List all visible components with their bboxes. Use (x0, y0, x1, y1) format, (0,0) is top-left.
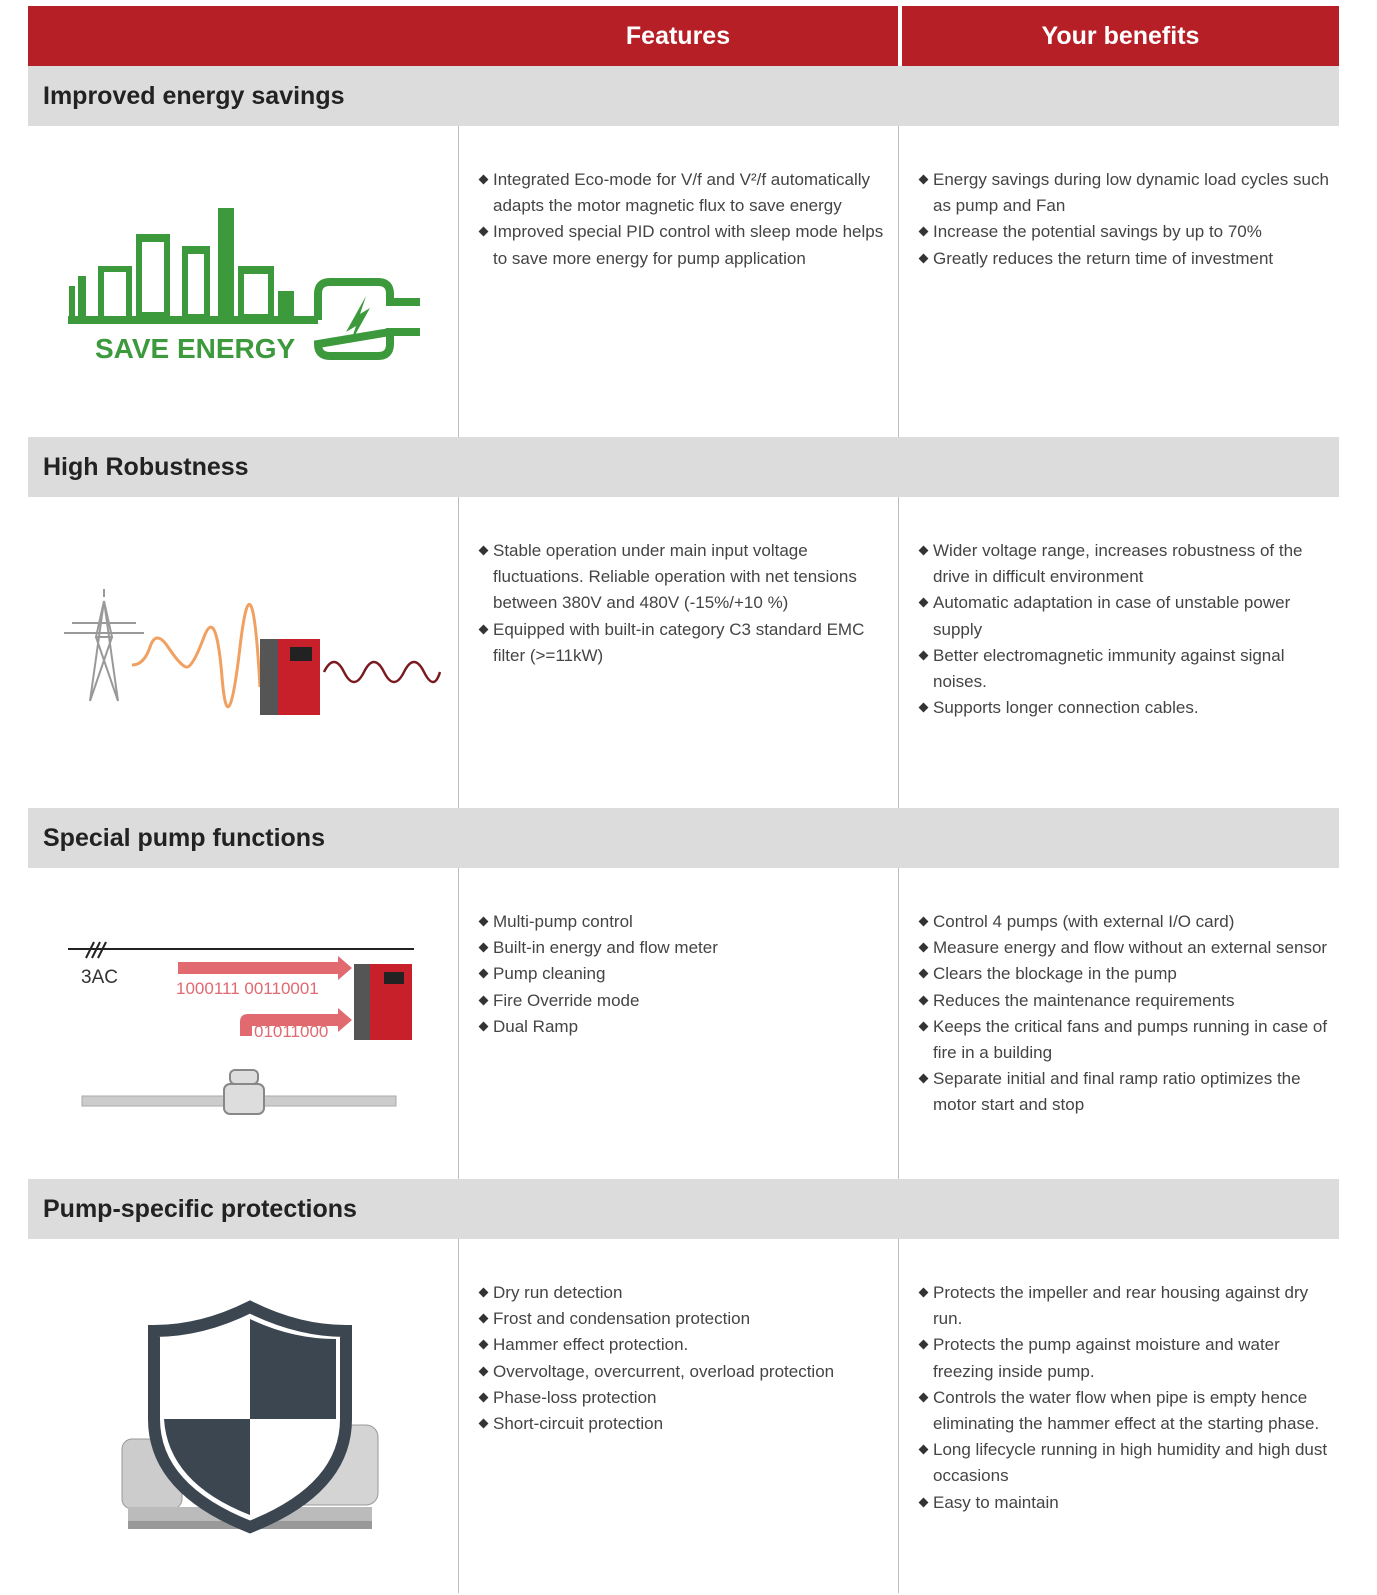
robustness-icon (64, 589, 442, 715)
features-cell: Multi-pump control Built-in energy and fl… (458, 868, 898, 1179)
table: Features Your benefits Improved energy s… (28, 6, 1339, 1593)
list-item: Protects the pump against moisture and w… (919, 1332, 1329, 1384)
benefits-cell: Energy savings during low dynamic load c… (898, 126, 1339, 437)
list-item: Energy savings during low dynamic load c… (919, 167, 1329, 219)
list-item: Greatly reduces the return time of inves… (919, 246, 1329, 272)
list-item: Automatic adaptation in case of unstable… (919, 590, 1329, 642)
benefits-header: Your benefits (898, 6, 1339, 66)
benefits-list: Control 4 pumps (with external I/O card)… (899, 868, 1339, 1119)
section-row: Dry run detection Frost and condensation … (28, 1239, 1339, 1593)
list-item: Keeps the critical fans and pumps runnin… (919, 1014, 1329, 1066)
list-item: Phase-loss protection (479, 1385, 888, 1411)
list-item: Clears the blockage in the pump (919, 961, 1329, 987)
list-item: Wider voltage range, increases robustnes… (919, 538, 1329, 590)
section-title: High Robustness (28, 437, 1339, 497)
list-item: Long lifecycle running in high humidity … (919, 1437, 1329, 1489)
header: Features Your benefits (28, 6, 1339, 66)
section-title: Special pump functions (28, 808, 1339, 868)
list-item: Increase the potential savings by up to … (919, 219, 1329, 245)
image-cell: SAVE ENERGY (28, 126, 458, 437)
list-item: Easy to maintain (919, 1490, 1329, 1516)
list-item: Protects the impeller and rear housing a… (919, 1280, 1329, 1332)
icon-text: SAVE ENERGY (95, 333, 296, 364)
pump-functions-icon: 3AC 1000111 00110001 01011000 (68, 941, 414, 1115)
list-item: Improved special PID control with sleep … (479, 219, 888, 271)
list-item: Hammer effect protection. (479, 1332, 888, 1358)
list-item: Separate initial and final ramp ratio op… (919, 1066, 1329, 1118)
features-list: Stable operation under main input voltag… (459, 497, 898, 669)
features-cell: Integrated Eco-mode for V/f and V²/f aut… (458, 126, 898, 437)
benefits-list: Protects the impeller and rear housing a… (899, 1239, 1339, 1516)
icon-text: 01011000 (254, 1022, 328, 1041)
list-item: Better electromagnetic immunity against … (919, 643, 1329, 695)
list-item: Frost and condensation protection (479, 1306, 888, 1332)
section-row: 3AC 1000111 00110001 01011000 Multi-pump… (28, 868, 1339, 1179)
section-title: Pump-specific protections (28, 1179, 1339, 1239)
list-item: Measure energy and flow without an exter… (919, 935, 1329, 961)
list-item: Pump cleaning (479, 961, 888, 987)
section-title: Improved energy savings (28, 66, 1339, 126)
list-item: Stable operation under main input voltag… (479, 538, 888, 617)
list-item: Short-circuit protection (479, 1411, 888, 1437)
list-item: Equipped with built-in category C3 stand… (479, 617, 888, 669)
list-item: Integrated Eco-mode for V/f and V²/f aut… (479, 167, 888, 219)
features-cell: Dry run detection Frost and condensation … (458, 1239, 898, 1593)
list-item: Fire Override mode (479, 988, 888, 1014)
list-item: Controls the water flow when pipe is emp… (919, 1385, 1329, 1437)
section-row: Stable operation under main input voltag… (28, 497, 1339, 808)
features-header: Features (625, 22, 731, 50)
features-list: Integrated Eco-mode for V/f and V²/f aut… (459, 126, 898, 272)
icon-text: 3AC (81, 967, 118, 988)
list-item: Reduces the maintenance requirements (919, 988, 1329, 1014)
benefits-cell: Protects the impeller and rear housing a… (898, 1239, 1339, 1593)
features-list: Dry run detection Frost and condensation … (459, 1239, 898, 1437)
list-item: Control 4 pumps (with external I/O card) (919, 909, 1329, 935)
section-row: SAVE ENERGY Integrated Eco-mode for V/f … (28, 126, 1339, 437)
protection-icon (121, 1300, 379, 1534)
image-cell (28, 1239, 458, 1593)
benefits-list: Wider voltage range, increases robustnes… (899, 497, 1339, 721)
list-item: Dual Ramp (479, 1014, 888, 1040)
icon-text: 1000111 00110001 (176, 979, 319, 998)
features-cell: Stable operation under main input voltag… (458, 497, 898, 808)
list-item: Supports longer connection cables. (919, 695, 1329, 721)
benefits-list: Energy savings during low dynamic load c… (899, 126, 1339, 272)
features-list: Multi-pump control Built-in energy and fl… (459, 868, 898, 1040)
list-item: Overvoltage, overcurrent, overload prote… (479, 1359, 888, 1385)
image-cell: 3AC 1000111 00110001 01011000 (28, 868, 458, 1179)
save-energy-icon: SAVE ENERGY (68, 208, 420, 364)
list-item: Built-in energy and flow meter (479, 935, 888, 961)
list-item: Multi-pump control (479, 909, 888, 935)
image-cell (28, 497, 458, 808)
benefits-cell: Wider voltage range, increases robustnes… (898, 497, 1339, 808)
benefits-cell: Control 4 pumps (with external I/O card)… (898, 868, 1339, 1179)
list-item: Dry run detection (479, 1280, 888, 1306)
